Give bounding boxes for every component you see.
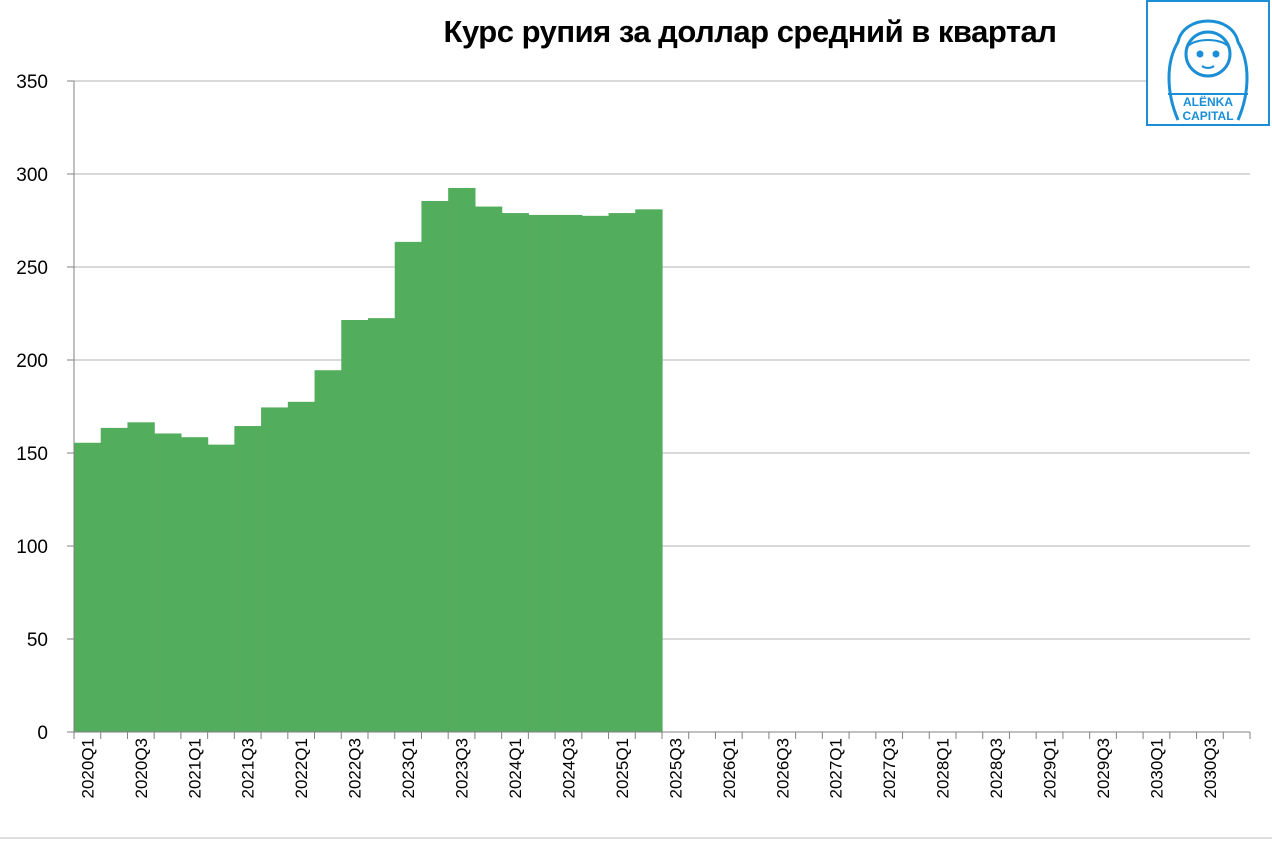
bar	[635, 209, 663, 733]
bar	[581, 215, 610, 733]
bar	[555, 214, 583, 733]
x-tick-label: 2026Q1	[720, 738, 739, 799]
bar	[100, 427, 129, 732]
y-tick-label: 300	[16, 165, 48, 186]
bar	[528, 214, 556, 733]
bar	[608, 213, 636, 732]
x-tick-label: 2022Q3	[346, 738, 365, 799]
x-tick-label: 2023Q3	[453, 738, 472, 799]
bars	[74, 187, 663, 733]
x-tick-label: 2027Q3	[880, 738, 899, 799]
logo-text-line2: CAPITAL	[1182, 109, 1233, 123]
x-tick-labels: 2020Q1 2020Q3 2021Q1 2021Q3 2022Q1 2022Q3 2023…	[78, 738, 1220, 799]
bar	[207, 444, 235, 732]
bar	[474, 206, 503, 733]
bar	[287, 401, 316, 732]
bar	[314, 370, 342, 732]
y-tick-label: 100	[16, 537, 48, 558]
bar	[180, 437, 209, 732]
x-tick-label: 2021Q1	[185, 738, 204, 799]
bar	[154, 433, 182, 732]
x-tick-label: 2029Q3	[1094, 738, 1113, 799]
y-tick-label: 150	[16, 444, 48, 465]
alenka-capital-logo: ALËNKA CAPITAL	[1146, 0, 1270, 126]
x-tick-label: 2030Q1	[1147, 738, 1166, 799]
bar	[341, 320, 369, 732]
axes	[73, 81, 1251, 739]
bar	[368, 318, 396, 732]
chart-title: Курс рупия за доллар средний в квартал	[443, 14, 1057, 49]
bar	[448, 187, 476, 732]
x-tick-label: 2025Q3	[666, 738, 685, 799]
x-tick-label: 2025Q1	[613, 738, 632, 799]
logo-text-line1: ALËNKA	[1183, 94, 1233, 109]
x-tick-label: 2028Q3	[987, 738, 1006, 799]
y-tick-label: 350	[16, 72, 48, 93]
x-tick-label: 2023Q1	[399, 738, 418, 799]
x-tick-label: 2024Q1	[506, 738, 525, 799]
x-tick-label: 2024Q3	[559, 738, 578, 799]
x-tick-label: 2020Q3	[132, 738, 151, 799]
y-tick-labels: 0 50 100 150 200 250 300 350	[16, 72, 48, 744]
x-tick-label: 2027Q1	[827, 738, 846, 799]
bar	[261, 407, 289, 732]
bar	[127, 422, 155, 732]
x-tick-label: 2026Q3	[773, 738, 792, 799]
x-tick-label: 2022Q1	[292, 738, 311, 799]
bar	[74, 442, 102, 732]
x-tick-label: 2029Q1	[1041, 738, 1060, 799]
y-tick-label: 50	[27, 630, 48, 651]
matryoshka-icon	[1167, 19, 1249, 121]
bar	[234, 426, 262, 732]
bar	[421, 200, 449, 733]
x-tick-label: 2021Q3	[239, 738, 258, 799]
y-tick-label: 0	[37, 723, 48, 744]
x-tick-label: 2028Q1	[934, 738, 953, 799]
x-tick-label: 2020Q1	[78, 738, 97, 799]
x-tick-label: 2030Q3	[1201, 738, 1220, 799]
bar	[501, 213, 529, 732]
y-tick-label: 200	[16, 351, 48, 372]
bar	[394, 241, 423, 732]
y-tick-label: 250	[16, 258, 48, 279]
